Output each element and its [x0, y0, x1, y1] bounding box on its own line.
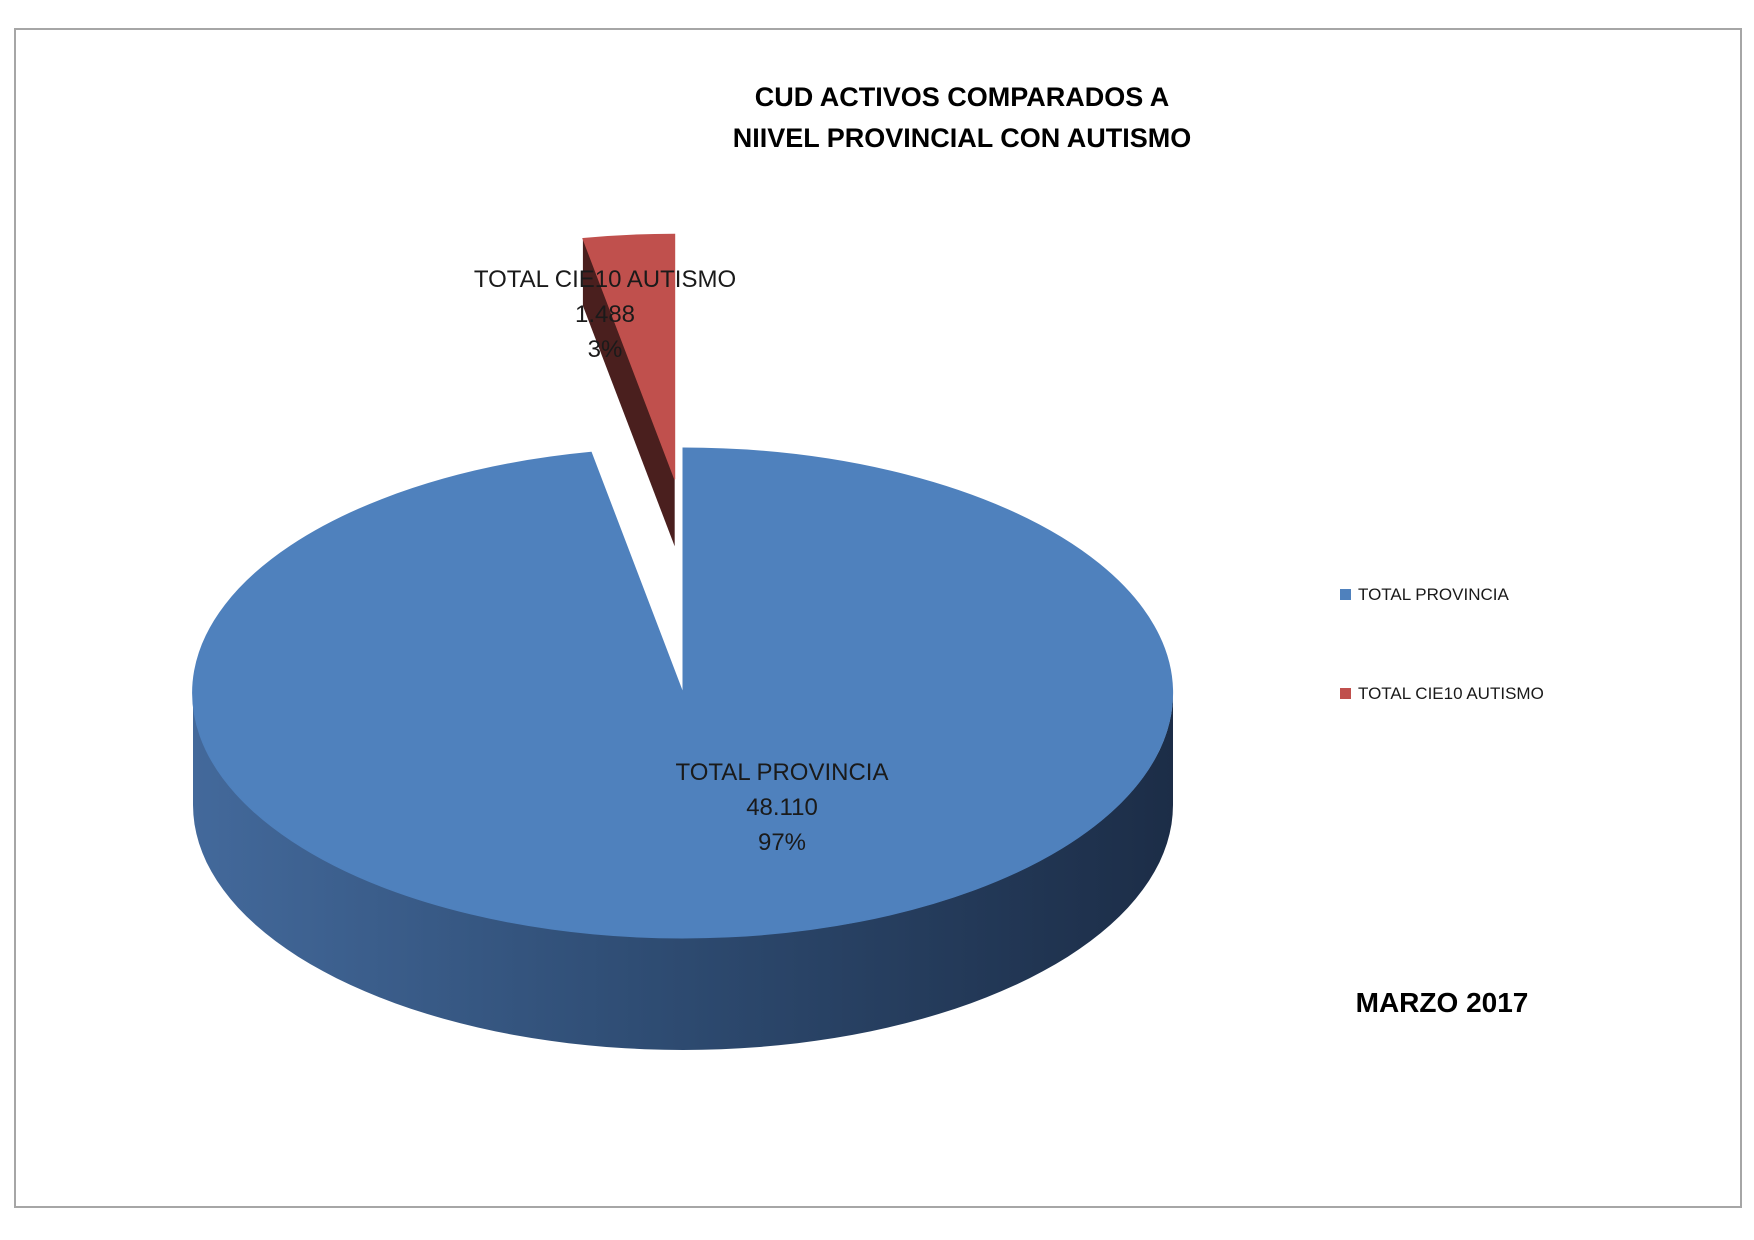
slice-label-provincia-name: TOTAL PROVINCIA — [676, 759, 889, 786]
slice-top-provincia — [192, 447, 1174, 939]
pie-group — [192, 233, 1174, 1050]
chart-title-line-2: NIIVEL PROVINCIAL CON AUTISMO — [733, 123, 1192, 153]
slice-top-autismo — [582, 233, 676, 480]
slice-label-provincia-value: 48.110 — [746, 794, 818, 821]
legend: TOTAL PROVINCIA TOTAL CIE10 AUTISMO — [1340, 585, 1544, 703]
legend-swatch-autismo — [1340, 688, 1351, 699]
slice-label-autismo-percent: 3% — [588, 336, 623, 363]
legend-swatch-provincia — [1340, 589, 1351, 600]
chart-title-line-1: CUD ACTIVOS COMPARADOS A — [755, 82, 1170, 112]
date-note: MARZO 2017 — [1356, 987, 1529, 1018]
slice-side-provincia — [193, 693, 1173, 1050]
slice-label-provincia-percent: 97% — [758, 829, 806, 856]
legend-label-provincia: TOTAL PROVINCIA — [1358, 585, 1509, 604]
legend-label-autismo: TOTAL CIE10 AUTISMO — [1358, 684, 1544, 703]
slice-label-autismo-name: TOTAL CIE10 AUTISMO — [474, 266, 736, 293]
slice-wall-autismo — [582, 238, 675, 547]
slice-label-autismo-value: 1.488 — [575, 301, 635, 328]
